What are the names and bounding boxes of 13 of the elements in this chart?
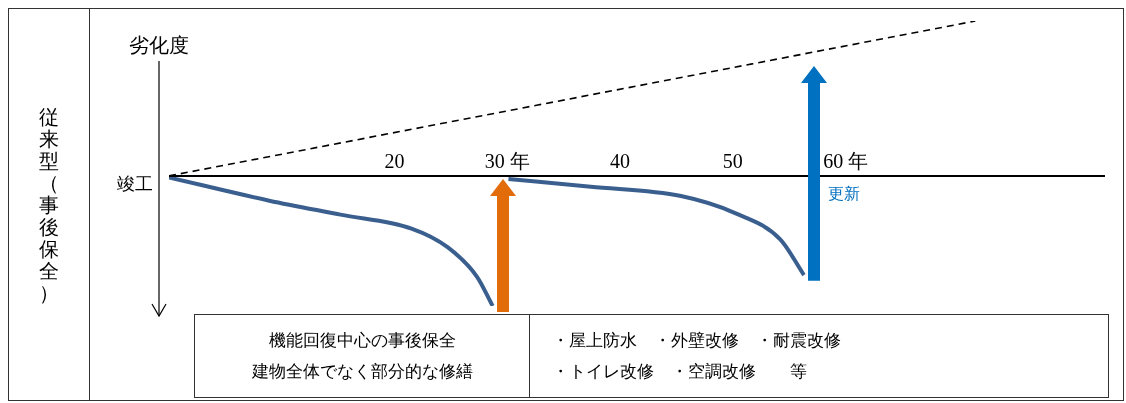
x-tick-label: 50 bbox=[722, 150, 743, 173]
text: ・トイレ改修 ・空調改修 等 bbox=[552, 360, 808, 383]
text: 建物全体でなく部分的な修繕 bbox=[251, 360, 473, 383]
x-tick-label: 60 年 bbox=[823, 150, 869, 173]
annotation: 竣工 bbox=[116, 171, 153, 196]
x-tick-label: 20 bbox=[384, 150, 405, 173]
annotation: 更新 bbox=[827, 184, 860, 206]
chart-title: 従来型（事後保全） bbox=[39, 104, 59, 305]
y-axis-title: 劣化度 bbox=[129, 33, 189, 58]
x-tick-label: 30 年 bbox=[484, 150, 530, 173]
text: ・屋上防水 ・外壁改修 ・耐震改修 bbox=[552, 329, 842, 352]
text: 機能回復中心の事後保全 bbox=[268, 329, 456, 352]
x-tick-label: 40 bbox=[610, 150, 631, 173]
